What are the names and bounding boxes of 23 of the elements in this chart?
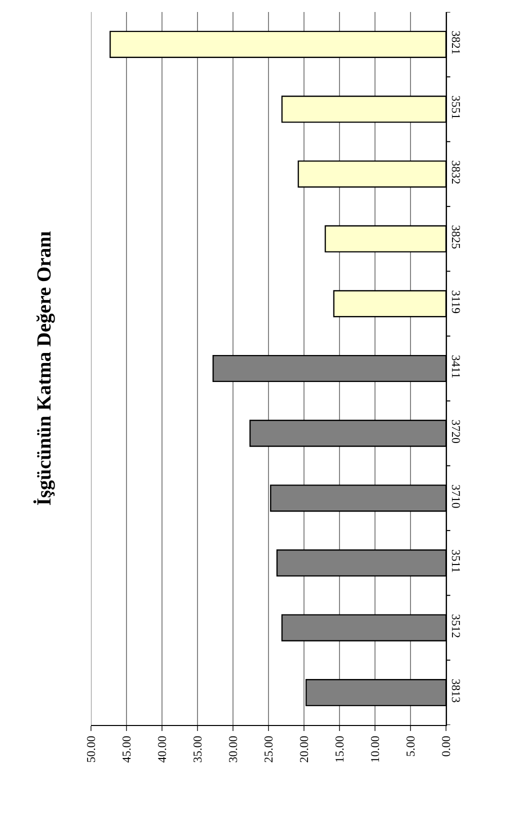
y-tick-label: 3512 [448, 614, 463, 638]
y-tick-label: 3551 [448, 95, 463, 120]
x-tick-label: 0.00 [438, 736, 453, 757]
y-tick-label: 3813 [448, 678, 463, 703]
y-tick-label: 3720 [448, 420, 463, 444]
y-tick-label: 3119 [448, 290, 463, 314]
x-tick-label: 25.00 [261, 736, 276, 763]
x-tick-label: 5.00 [403, 736, 418, 757]
x-tick-label: 50.00 [84, 736, 98, 763]
y-tick-label: 3825 [448, 225, 463, 250]
x-tick-label: 45.00 [119, 736, 134, 763]
x-tick-label: 20.00 [296, 736, 311, 763]
y-tick-label: 3832 [448, 160, 463, 184]
text: İşgücünün Katma Değere Oranı [32, 230, 56, 506]
y-tick-label: 3821 [448, 30, 463, 55]
x-tick-label: 10.00 [368, 736, 382, 763]
y-tick-label: 3710 [448, 484, 463, 508]
x-tick-label: 15.00 [332, 736, 346, 763]
x-tick-label: 30.00 [226, 736, 240, 763]
x-tick-label: 35.00 [190, 736, 204, 763]
y-tick-label: 3511 [448, 549, 463, 573]
y-tick-label: 3411 [448, 354, 463, 378]
x-tick-label: 40.00 [154, 736, 169, 763]
